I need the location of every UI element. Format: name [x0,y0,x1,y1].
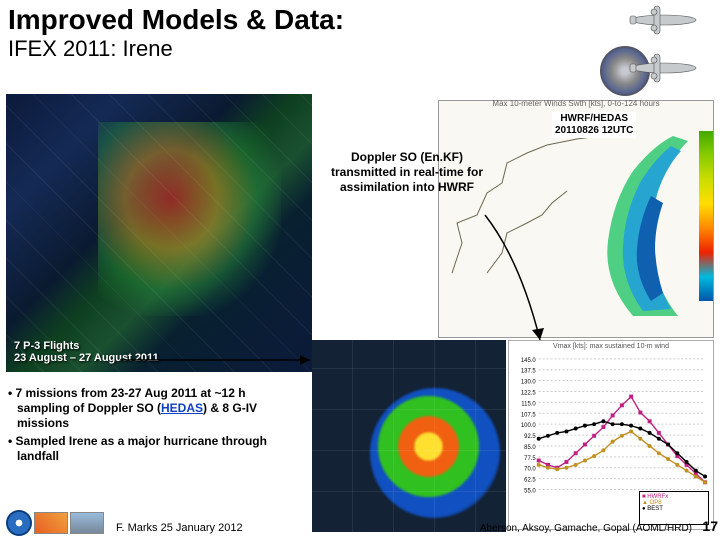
svg-text:137.5: 137.5 [521,369,537,375]
svg-text:70.0: 70.0 [524,467,536,473]
satmap-line1: 7 P-3 Flights [14,340,159,352]
svg-text:130.0: 130.0 [521,380,537,386]
footer-author-date: F. Marks 25 January 2012 [116,522,243,534]
svg-text:62.5: 62.5 [524,478,536,484]
satmap-caption: 7 P-3 Flights 23 August – 27 August 2011 [14,340,159,364]
hwrf-label-l2: 20110826 12UTC [555,125,633,137]
footer-thumb-2 [70,512,104,534]
satellite-track-map: 7 P-3 Flights 23 August – 27 August 2011 [6,94,312,372]
svg-text:85.0: 85.0 [524,445,536,451]
hwrf-label-top: HWRF/HEDAS 20110826 12UTC [552,112,636,138]
page-number: 17 [702,518,718,534]
svg-text:122.5: 122.5 [521,390,537,396]
satmap-line2: 23 August – 27 August 2011 [14,352,159,364]
svg-text:107.5: 107.5 [521,412,537,418]
svg-text:92.5: 92.5 [524,434,536,440]
svg-text:77.5: 77.5 [524,456,536,462]
vmax-line-chart: Vmax [kts]: max sustained 10-m wind 55.0… [508,340,714,530]
doppler-annotation: Doppler SO (En.KF) transmitted in real-t… [330,150,484,195]
aircraft-icon [624,2,714,38]
doppler-radar-image [312,340,506,532]
logo-strip [6,510,104,536]
bullet-item: • Sampled Irene as a major hurricane thr… [8,434,300,464]
legend-2: BEST [647,506,663,512]
bullet-list: • 7 missions from 23-27 Aug 2011 at ~12 … [8,386,300,467]
svg-text:115.0: 115.0 [521,401,536,407]
footer-credits: Aberson, Aksoy, Gamache, Gopal (AOML/HRD… [480,523,692,534]
hwrf-label-l1: HWRF/HEDAS [555,113,633,125]
aircraft-icon [624,50,714,86]
footer-thumb-1 [34,512,68,534]
bullet-item: • 7 missions from 23-27 Aug 2011 at ~12 … [8,386,300,431]
windmap-colorbar [699,131,713,301]
noaa-logo-icon [6,510,32,536]
svg-text:55.0: 55.0 [524,488,536,494]
wind-swath [563,131,693,321]
page-title: Improved Models & Data: [8,4,712,36]
svg-text:145.0: 145.0 [521,358,537,364]
lineplot-legend: ■ HWRFx ▲ OP8 ● BEST [639,491,709,525]
hedas-link[interactable]: HEDAS [161,401,203,415]
windmap-title: Max 10-meter Winds Swth [kts], 0-to-124 … [439,99,713,108]
svg-text:100.0: 100.0 [521,423,537,429]
